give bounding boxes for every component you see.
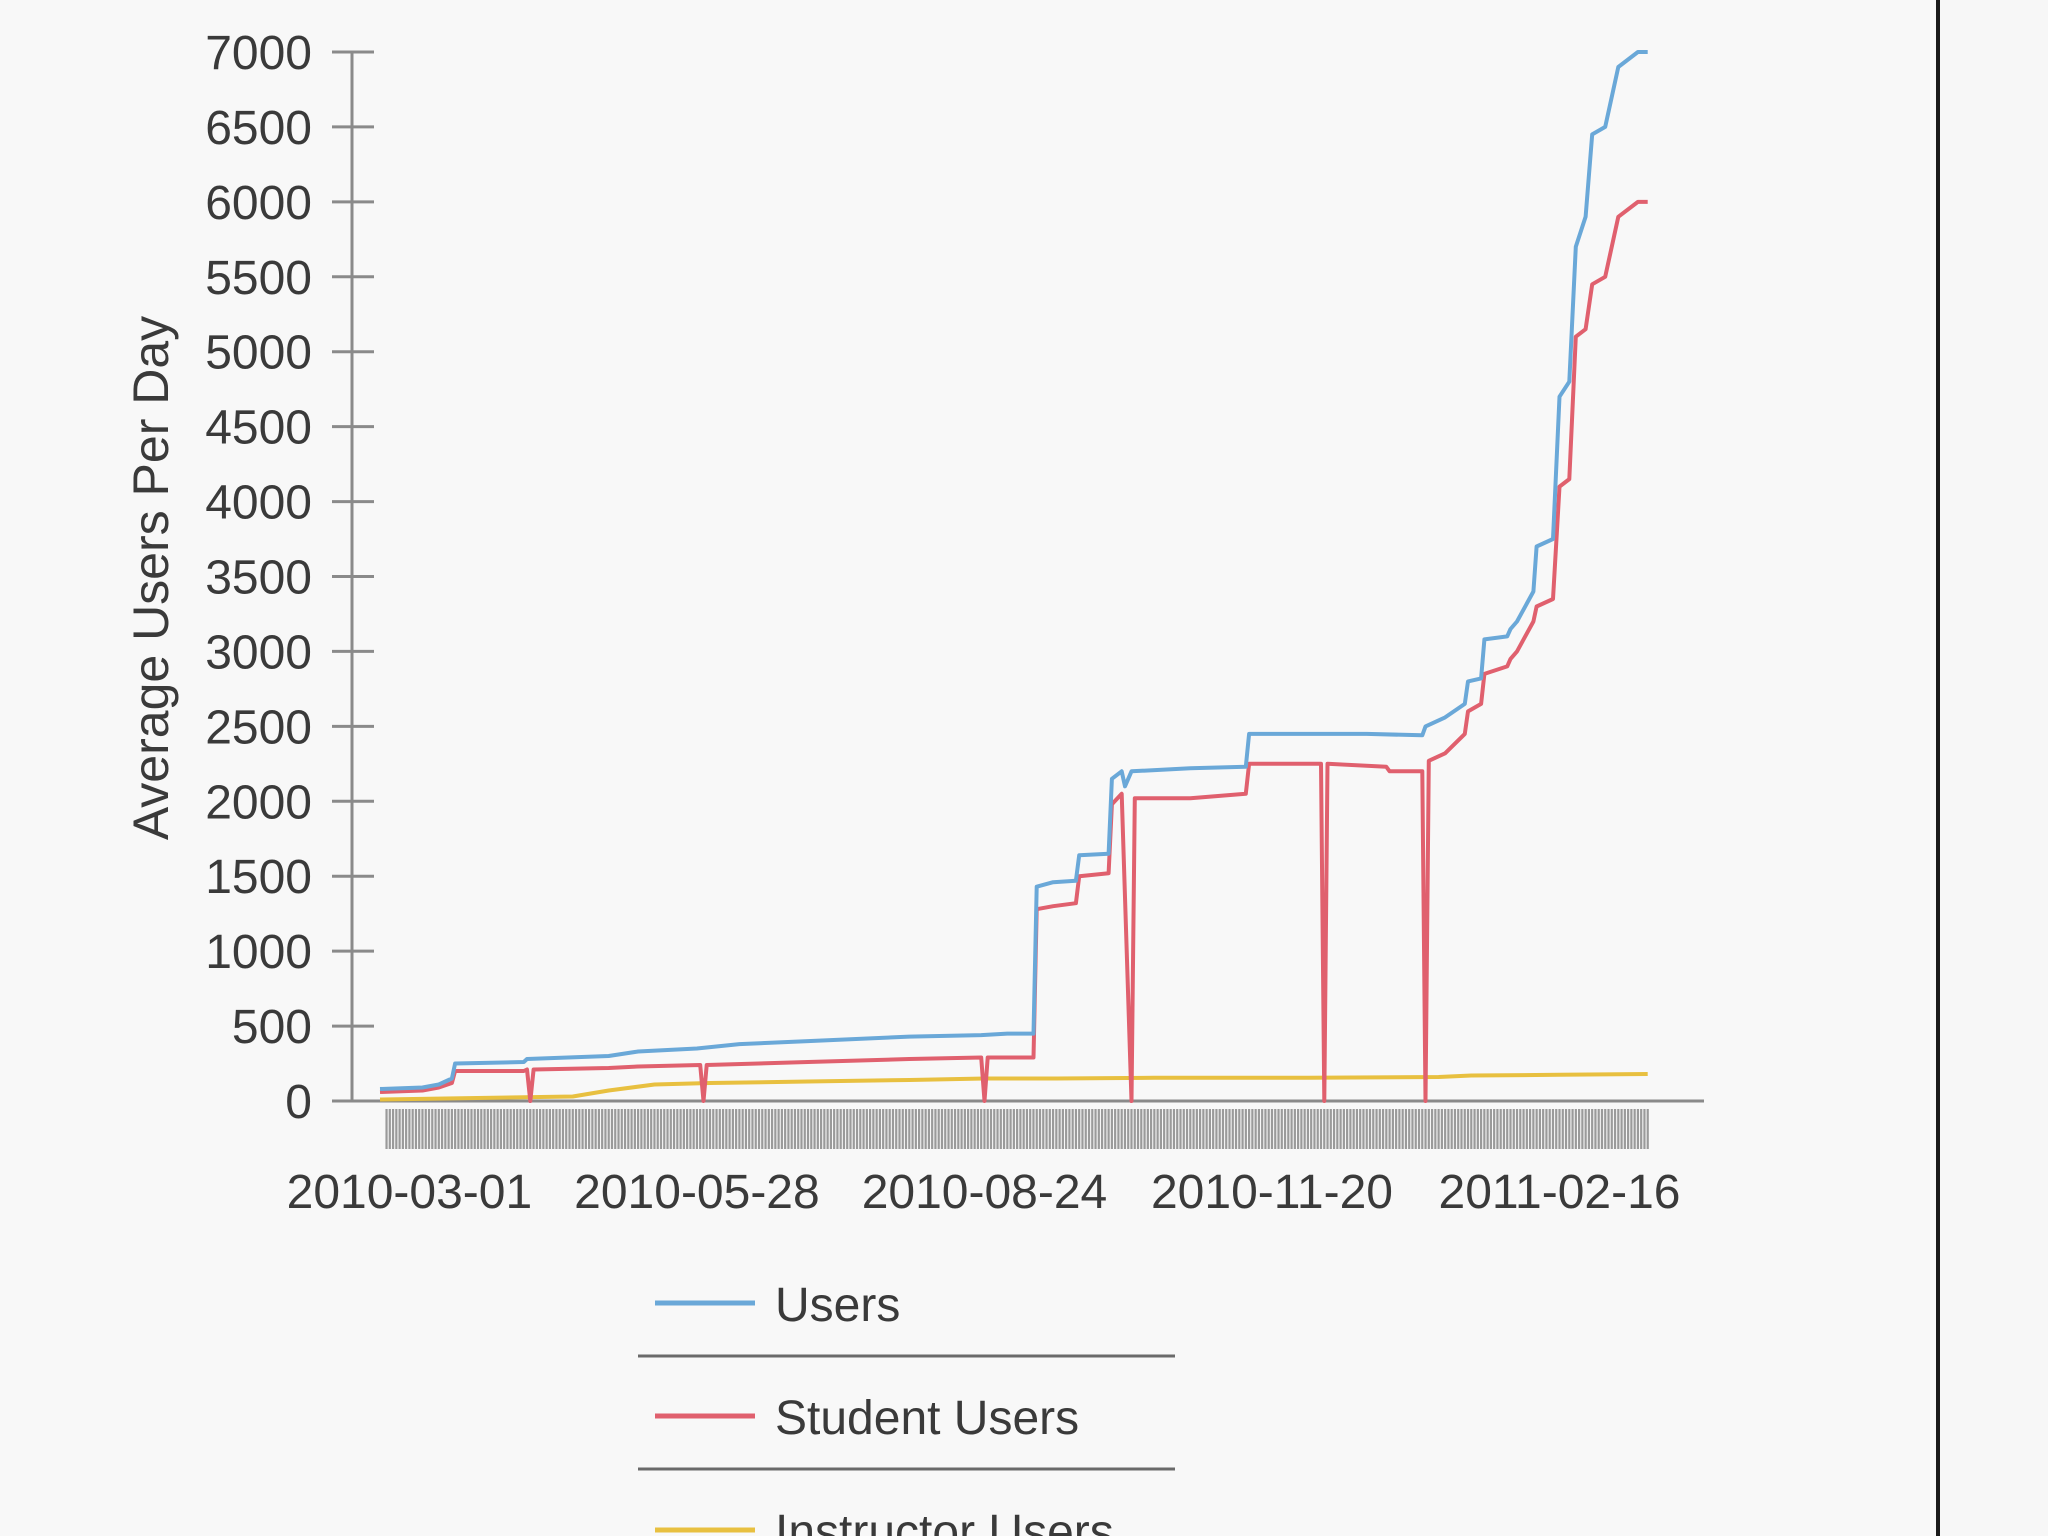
legend: Users Student Users Instructor Users	[638, 1279, 1175, 1536]
y-tick-label: 4500	[205, 402, 312, 455]
legend-label: Student Users	[775, 1392, 1079, 1445]
y-tick-label: 5500	[205, 252, 312, 305]
legend-label: Instructor Users	[775, 1506, 1114, 1536]
plot-lines	[379, 50, 1648, 1103]
series-line-instructor-users	[379, 1072, 1648, 1102]
legend-label: Users	[775, 1279, 900, 1332]
x-axis: 2010-03-01 2010-05-28 2010-08-24 2010-11-20…	[287, 1099, 1704, 1219]
x-tick-label: 2010-03-01	[287, 1166, 533, 1219]
y-tick-label: 1000	[205, 926, 312, 979]
y-tick-label: 2000	[205, 776, 312, 829]
y-tick-label: 6500	[205, 102, 312, 155]
y-tick-label: 5000	[205, 327, 312, 380]
y-axis-title: Average Users Per Day	[123, 316, 179, 840]
y-axis: 0 500 1000 1500 2000 2500 3000 3500 4000 4500 5000…	[205, 27, 374, 1129]
y-tick-label: 2500	[205, 701, 312, 754]
y-tick-label: 7000	[205, 27, 312, 80]
y-tick-label: 500	[232, 1001, 312, 1054]
x-tick-label: 2010-11-20	[1151, 1166, 1393, 1219]
y-tick-label: 1500	[205, 851, 312, 904]
y-tick-label: 0	[285, 1076, 312, 1129]
y-tick-label: 4000	[205, 477, 312, 530]
line-chart: 0 500 1000 1500 2000 2500 3000 3500 4000 4500 5000…	[123, 27, 1704, 1536]
series-line-users	[379, 50, 1648, 1091]
x-tick-label: 2010-05-28	[574, 1166, 820, 1219]
y-tick-label: 3000	[205, 626, 312, 679]
x-tick-label: 2010-08-24	[862, 1166, 1108, 1219]
y-tick-label: 3500	[205, 552, 312, 605]
x-tick-label: 2011-02-16	[1439, 1166, 1681, 1219]
series-line-student-users	[379, 199, 1648, 1103]
y-tick-label: 6000	[205, 177, 312, 230]
chart-panel: 0 500 1000 1500 2000 2500 3000 3500 4000 4500 5000…	[123, 0, 1940, 1536]
